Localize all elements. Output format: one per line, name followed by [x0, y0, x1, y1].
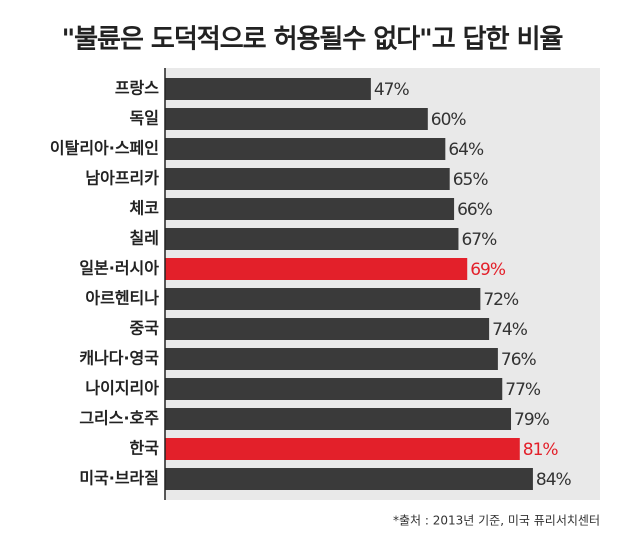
category-label: 이탈리아·스페인	[50, 139, 159, 158]
bar	[165, 288, 481, 310]
category-label: 캐나다·영국	[79, 349, 159, 368]
category-label: 한국	[130, 439, 160, 458]
bar	[165, 378, 503, 400]
category-label: 중국	[130, 319, 160, 338]
value-label: 77%	[505, 380, 541, 400]
bar	[165, 78, 371, 100]
category-label: 나이지리아	[85, 379, 159, 398]
bar	[165, 468, 533, 490]
bar	[165, 108, 428, 130]
source-note: *출처 : 2013년 기준, 미국 퓨리서치센터	[393, 514, 600, 528]
value-label: 81%	[523, 440, 559, 460]
category-label: 그리스·호주	[79, 409, 159, 428]
value-label: 79%	[514, 410, 550, 430]
bar	[165, 138, 446, 160]
bar	[165, 198, 455, 220]
category-label: 칠레	[130, 229, 159, 248]
category-label: 남아프리카	[85, 169, 159, 188]
value-label: 47%	[374, 80, 410, 100]
category-label: 일본·러시아	[79, 259, 159, 278]
bar	[165, 408, 512, 430]
category-label: 독일	[130, 109, 159, 128]
value-label: 74%	[492, 320, 528, 340]
bar	[165, 318, 490, 340]
category-label: 프랑스	[115, 79, 159, 98]
value-label: 84%	[536, 470, 572, 490]
value-label: 66%	[457, 200, 493, 220]
value-label: 67%	[461, 230, 497, 250]
value-label: 69%	[470, 260, 506, 280]
bar	[165, 348, 498, 370]
category-label: 체코	[130, 199, 160, 218]
bar	[165, 438, 520, 460]
bar	[165, 258, 468, 280]
category-label: 미국·브라질	[79, 469, 159, 488]
value-label: 76%	[501, 350, 537, 370]
value-label: 64%	[448, 140, 484, 160]
bar	[165, 228, 459, 250]
plot-background	[165, 68, 600, 500]
value-label: 65%	[453, 170, 489, 190]
category-label: 아르헨티나	[85, 289, 159, 308]
value-label: 72%	[483, 290, 519, 310]
chart-title: "불륜은 도덕적으로 허용될수 없다"고 답한 비율	[62, 25, 563, 55]
value-label: 60%	[431, 110, 467, 130]
bar	[165, 168, 450, 190]
